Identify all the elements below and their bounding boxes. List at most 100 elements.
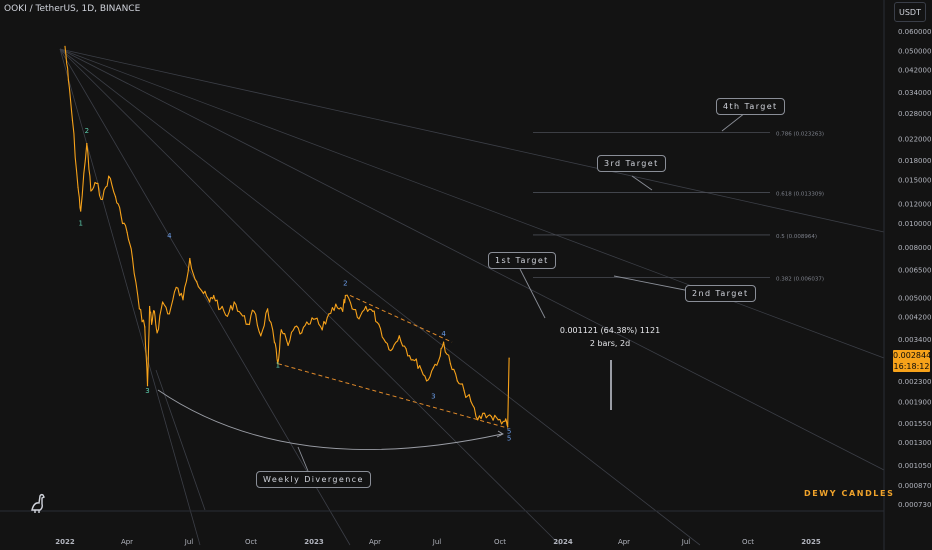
price-point xyxy=(247,323,249,325)
price-point xyxy=(151,323,153,325)
price-point xyxy=(490,415,492,418)
x-tick-label: Jul xyxy=(681,538,691,546)
fan-line xyxy=(59,48,885,471)
y-tick-label: 0.022000 xyxy=(898,136,931,144)
lower-channel-line xyxy=(277,363,509,429)
wave-label: 1 xyxy=(276,362,280,370)
callout-leader xyxy=(631,175,653,191)
price-point xyxy=(344,294,346,297)
fan-line xyxy=(59,48,885,359)
price-point xyxy=(95,182,97,184)
price-point xyxy=(351,308,353,310)
x-tick-label: Oct xyxy=(494,538,506,546)
dino-logo-icon xyxy=(31,493,45,513)
price-point xyxy=(114,196,117,198)
x-tick-label: Apr xyxy=(618,538,630,546)
price-point xyxy=(64,45,66,47)
price-point xyxy=(439,355,441,357)
price-point xyxy=(80,210,82,212)
y-tick-label: 0.000870 xyxy=(898,482,931,490)
y-tick-label: 0.034000 xyxy=(898,89,931,97)
y-tick-label: 0.012000 xyxy=(898,201,931,209)
price-point xyxy=(156,332,158,334)
y-tick-label: 0.004200 xyxy=(898,313,931,321)
price-point xyxy=(419,365,421,367)
y-tick-label: 0.003400 xyxy=(898,336,931,344)
x-tick-label: 2025 xyxy=(801,538,821,546)
price-point xyxy=(294,326,296,328)
fan-line xyxy=(59,48,701,546)
callout-1st-target[interactable]: 1st Target xyxy=(488,252,556,269)
wave-label: 4 xyxy=(167,232,172,240)
callout-leader xyxy=(721,112,746,132)
price-point xyxy=(168,313,170,315)
price-point xyxy=(504,420,506,422)
y-tick-label: 0.008000 xyxy=(898,244,931,252)
price-point xyxy=(219,308,222,310)
x-tick-label: 2024 xyxy=(553,538,573,546)
price-point xyxy=(148,305,151,308)
price-point xyxy=(280,329,282,331)
y-tick-label: 0.005000 xyxy=(898,295,931,303)
price-point xyxy=(196,281,198,283)
price-axis-separator xyxy=(0,0,885,550)
price-point xyxy=(398,335,400,337)
price-point xyxy=(321,329,323,331)
upper-channel-line xyxy=(349,294,453,343)
wave-label: 1 xyxy=(78,219,82,227)
price-point xyxy=(120,214,122,216)
y-tick-label: 0.042000 xyxy=(898,66,931,74)
callout-weekly-divergence[interactable]: Weekly Divergence xyxy=(256,471,371,488)
price-point xyxy=(358,318,360,320)
price-point xyxy=(209,301,211,303)
callout-2nd-target[interactable]: 2nd Target xyxy=(685,285,756,302)
y-tick-label: 0.001900 xyxy=(898,398,931,406)
y-tick-label: 0.018000 xyxy=(898,157,931,165)
measure-bars: 2 bars, 2d xyxy=(589,339,631,348)
price-point xyxy=(138,308,140,310)
price-point xyxy=(126,231,128,233)
price-point xyxy=(108,175,110,177)
price-point xyxy=(273,341,276,343)
x-tick-label: Apr xyxy=(369,538,381,546)
wave-label: 3 xyxy=(145,387,149,395)
price-point xyxy=(328,313,330,315)
wave-label: 2 xyxy=(85,127,89,135)
price-point xyxy=(443,341,445,343)
price-point xyxy=(463,390,465,392)
price-point xyxy=(240,313,242,315)
y-tick-label: 0.060000 xyxy=(898,28,931,36)
last-price: 0.002844 xyxy=(893,351,932,360)
price-point xyxy=(161,301,164,303)
callout-3rd-target[interactable]: 3rd Target xyxy=(597,155,666,172)
measure-change: 0.001121 (64.38%) 1121 xyxy=(559,326,661,335)
y-tick-label: 0.028000 xyxy=(898,110,931,118)
fan-line xyxy=(59,48,885,233)
last-price-tag: 0.002844 16:18:12 xyxy=(893,350,932,372)
wave-labels: 1 2 3 4 1 2 4 3 55 xyxy=(78,127,511,443)
wave-label: 4 xyxy=(441,330,446,338)
price-point xyxy=(365,305,367,308)
price-point xyxy=(432,367,434,369)
bar-countdown: 16:18:12 xyxy=(893,362,930,371)
y-tick-label: 0.010000 xyxy=(898,220,931,228)
price-point xyxy=(342,310,344,312)
price-point xyxy=(86,143,88,145)
symbol-title[interactable]: OOKI / TetherUS, 1D, BINANCE xyxy=(4,4,141,14)
wave-label: 2 xyxy=(343,279,347,287)
price-point xyxy=(277,363,279,365)
fib-levels: 0.786 (0.023263) 0.618 (0.013309) 0.5 (0.0… xyxy=(533,132,824,282)
price-point xyxy=(497,419,499,421)
fan-line xyxy=(59,48,351,546)
price-point xyxy=(405,348,407,350)
fan-lines xyxy=(59,48,885,546)
price-point xyxy=(144,326,146,328)
price-point xyxy=(67,79,70,81)
price-point xyxy=(385,341,387,343)
currency-button[interactable]: USDT xyxy=(894,2,926,22)
divergence-arrowhead xyxy=(496,430,504,438)
fib-level-label: 0.382 (0.006037) xyxy=(776,276,824,282)
fib-level-label: 0.5 (0.008964) xyxy=(776,234,817,240)
callout-4th-target[interactable]: 4th Target xyxy=(716,98,785,115)
